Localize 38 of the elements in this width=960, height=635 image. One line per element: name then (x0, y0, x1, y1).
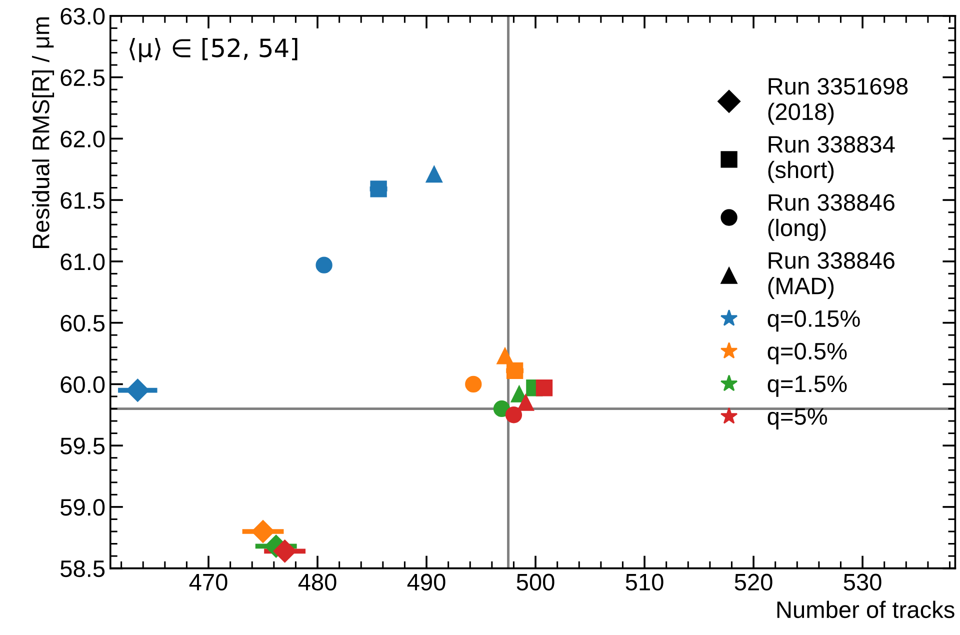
point (536, 380, 553, 396)
point (517, 394, 534, 411)
legend-label: q=5% (768, 408, 828, 430)
y-tick-label: 63.0 (60, 8, 105, 25)
annotation: Run 338846 (MAD) (768, 252, 894, 299)
y-tick-label: 60.5 (60, 314, 105, 332)
point (506, 362, 524, 380)
x-tick-label: 480 (298, 574, 336, 591)
legend-label: q=1.5% (768, 376, 847, 397)
point (426, 166, 442, 183)
point (505, 406, 522, 424)
annotation: Run 338846 (long) (768, 194, 894, 241)
y-tick-label: 59.0 (60, 499, 105, 516)
x-tick-label: 500 (516, 574, 554, 591)
x-tick-label: 510 (626, 574, 664, 591)
point (493, 400, 510, 418)
y-tick-label: 60.0 (60, 376, 105, 393)
point (316, 256, 332, 274)
annotation: Run 3351698 (2018) (768, 78, 908, 125)
x-tick-label: 530 (844, 574, 882, 591)
annotation: ⟨μ⟩ ∈ [52, 54] (130, 38, 298, 62)
point (496, 348, 514, 364)
y-tick-label: 61.5 (60, 192, 105, 209)
annotation: Run 338834 (short) (768, 136, 895, 183)
y-tick-label: 59.5 (60, 438, 105, 454)
legend-label: q=0.5% (768, 342, 847, 364)
point (465, 376, 482, 393)
y-tick-label: 62.0 (60, 130, 105, 148)
x-tick-label: 470 (189, 574, 228, 591)
x-tick-label: 520 (734, 574, 772, 591)
y-tick-label: 61.0 (60, 253, 105, 270)
y-tick-label: 58.5 (60, 560, 105, 578)
x-tick-label: 490 (407, 574, 446, 591)
y-axis-title: Residual RMS[R] / μm (32, 17, 54, 248)
point (370, 180, 387, 198)
y-tick-label: 62.5 (60, 69, 105, 86)
x-axis-title: Number of tracks (777, 600, 954, 618)
legend-label: q=0.15% (768, 310, 860, 332)
